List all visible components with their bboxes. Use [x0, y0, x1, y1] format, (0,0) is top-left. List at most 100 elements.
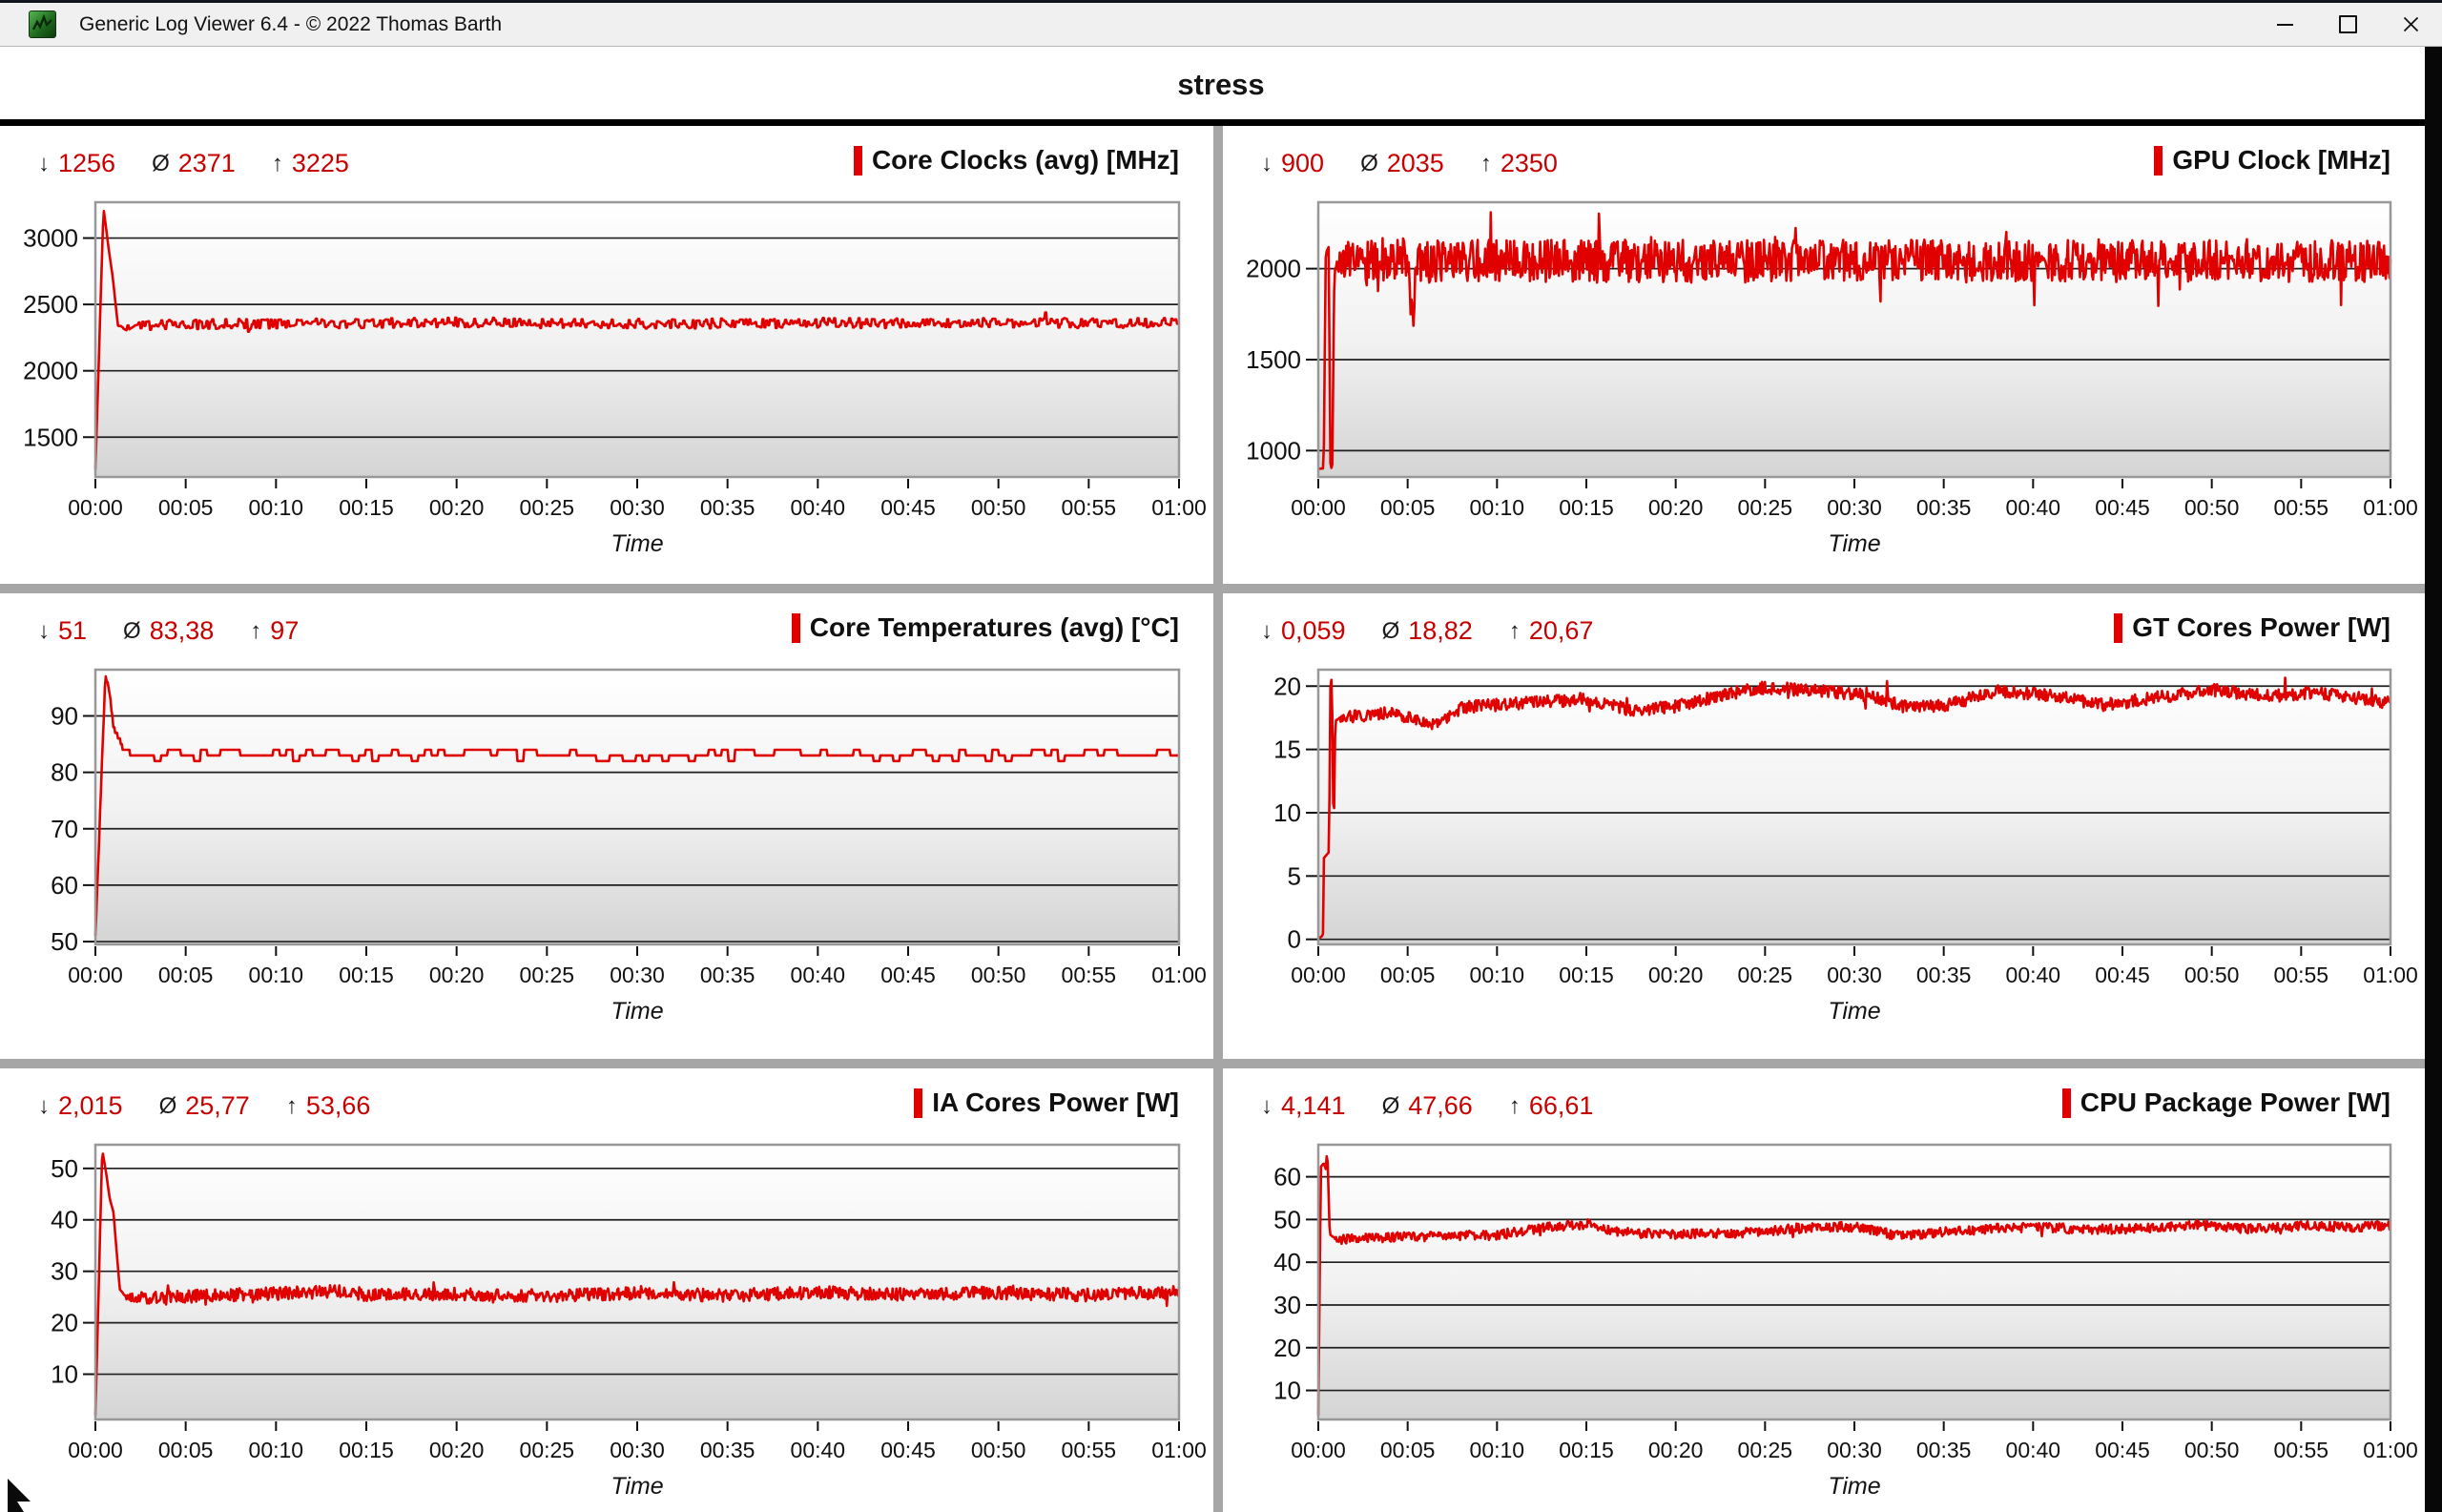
chart-title: CPU Package Power [W] [2080, 1087, 2390, 1117]
chart-title: GT Cores Power [W] [2132, 612, 2390, 642]
stat-max-value: 53,66 [305, 1091, 371, 1120]
legend-color-bar [2061, 1087, 2071, 1118]
svg-text:00:15: 00:15 [1559, 1438, 1614, 1462]
legend-color-bar [791, 612, 800, 643]
chart-canvas: 50 60 70 80 90 00:00 00:05 00:10 00:15 00:20 00:25… [51, 668, 1207, 1025]
svg-text:00:35: 00:35 [700, 963, 755, 987]
legend-color-bar [853, 145, 862, 176]
svg-text:00:05: 00:05 [158, 963, 214, 987]
svg-text:60: 60 [51, 871, 78, 900]
svg-text:20: 20 [1273, 672, 1301, 700]
chart-stats: ↓ 1256 Ø 2371 ↑ 3225 [38, 149, 385, 178]
svg-text:00:35: 00:35 [700, 1438, 755, 1462]
svg-text:20: 20 [1273, 1334, 1301, 1362]
svg-text:10: 10 [51, 1360, 78, 1389]
legend-color-bar [2154, 145, 2163, 176]
svg-text:00:15: 00:15 [1559, 963, 1614, 987]
min-arrow-icon: ↓ [1261, 150, 1273, 176]
chart-legend: Core Clocks (avg) [MHz] [853, 145, 1179, 176]
svg-text:3000: 3000 [23, 224, 78, 253]
panel-divider-horizontal-1 [0, 584, 2425, 593]
min-arrow-icon: ↓ [1261, 617, 1273, 644]
svg-text:00:35: 00:35 [1916, 963, 1972, 987]
svg-text:00:20: 00:20 [429, 963, 485, 987]
svg-text:90: 90 [51, 701, 78, 730]
svg-text:00:40: 00:40 [791, 495, 846, 520]
svg-text:00:20: 00:20 [429, 495, 485, 520]
chart-panel-core-clocks: ↓ 1256 Ø 2371 ↑ 3225 Core Clocks (avg) [… [0, 126, 1213, 584]
svg-text:50: 50 [51, 1154, 78, 1183]
chart-title: Core Temperatures (avg) [°C] [809, 612, 1179, 642]
svg-text:00:30: 00:30 [610, 1438, 665, 1462]
svg-text:1500: 1500 [23, 423, 78, 451]
svg-text:00:15: 00:15 [339, 1438, 394, 1462]
chart-legend: GT Cores Power [W] [2114, 612, 2390, 643]
svg-text:00:50: 00:50 [2184, 1438, 2240, 1462]
stat-avg-value: 83,38 [149, 616, 215, 645]
svg-text:15: 15 [1273, 735, 1301, 764]
max-arrow-icon: ↑ [271, 150, 283, 176]
svg-text:00:55: 00:55 [1062, 963, 1117, 987]
max-arrow-icon: ↑ [1508, 617, 1521, 644]
avg-icon: Ø [152, 150, 170, 176]
stat-min-value: 900 [1281, 149, 1325, 177]
maximize-icon [2338, 15, 2357, 33]
svg-text:Time: Time [610, 998, 663, 1025]
svg-text:00:05: 00:05 [158, 1438, 214, 1462]
close-button[interactable] [2379, 3, 2442, 46]
svg-text:5: 5 [1288, 861, 1301, 890]
svg-text:50: 50 [1273, 1205, 1301, 1233]
stat-avg-value: 18,82 [1408, 616, 1473, 645]
chart-legend: GPU Clock [MHz] [2154, 145, 2390, 176]
svg-text:1500: 1500 [1246, 345, 1301, 374]
svg-text:00:10: 00:10 [1470, 963, 1525, 987]
stat-min-value: 1256 [58, 149, 116, 177]
min-arrow-icon: ↓ [1261, 1092, 1273, 1119]
max-arrow-icon: ↑ [1480, 150, 1492, 176]
svg-text:01:00: 01:00 [2363, 963, 2418, 987]
svg-text:Time: Time [610, 530, 663, 557]
mouse-cursor [8, 1479, 31, 1512]
svg-text:00:50: 00:50 [2184, 495, 2240, 520]
maximize-button[interactable] [2316, 3, 2379, 46]
svg-text:00:00: 00:00 [1291, 963, 1346, 987]
stat-avg-value: 2371 [177, 149, 236, 177]
min-arrow-icon: ↓ [38, 150, 50, 176]
svg-text:40: 40 [51, 1206, 78, 1234]
page-header: stress [0, 50, 2442, 119]
svg-text:00:10: 00:10 [249, 495, 304, 520]
svg-text:00:05: 00:05 [1380, 963, 1436, 987]
svg-text:00:50: 00:50 [971, 1438, 1026, 1462]
chart-panel-ia-cores-power: ↓ 2,015 Ø 25,77 ↑ 53,66 IA Cores Power [… [0, 1068, 1213, 1512]
svg-text:00:40: 00:40 [2006, 963, 2061, 987]
svg-text:00:30: 00:30 [1827, 495, 1882, 520]
svg-text:00:45: 00:45 [880, 963, 936, 987]
chart-title: GPU Clock [MHz] [2172, 145, 2390, 175]
svg-text:60: 60 [1273, 1163, 1301, 1191]
legend-color-bar [2114, 612, 2123, 643]
chart-title: IA Cores Power [W] [932, 1087, 1179, 1117]
max-arrow-icon: ↑ [250, 617, 262, 644]
svg-text:00:55: 00:55 [2274, 495, 2329, 520]
svg-text:00:25: 00:25 [520, 1438, 575, 1462]
svg-text:01:00: 01:00 [1151, 495, 1207, 520]
title-bar[interactable]: Generic Log Viewer 6.4 - © 2022 Thomas B… [0, 0, 2442, 47]
chart-stats: ↓ 51 Ø 83,38 ↑ 97 [38, 616, 335, 646]
stat-max-value: 2350 [1500, 149, 1558, 177]
chart-panel-gpu-clock: ↓ 900 Ø 2035 ↑ 2350 GPU Clock [MHz] 1000… [1223, 126, 2425, 584]
page-title: stress [1177, 67, 1265, 101]
svg-text:00:30: 00:30 [610, 495, 665, 520]
app-logo-icon [29, 10, 56, 38]
svg-text:1000: 1000 [1246, 436, 1301, 465]
chart-stats: ↓ 4,141 Ø 47,66 ↑ 66,61 [1261, 1091, 1629, 1121]
svg-text:00:30: 00:30 [1827, 963, 1882, 987]
svg-text:00:05: 00:05 [1380, 495, 1436, 520]
svg-text:00:20: 00:20 [429, 1438, 485, 1462]
svg-text:01:00: 01:00 [1151, 963, 1207, 987]
avg-icon: Ø [1360, 150, 1378, 176]
minimize-button[interactable] [2253, 3, 2316, 46]
stat-max-value: 66,61 [1528, 1091, 1594, 1120]
svg-text:00:15: 00:15 [339, 963, 394, 987]
chart-panel-cpu-package-power: ↓ 4,141 Ø 47,66 ↑ 66,61 CPU Package Powe… [1223, 1068, 2425, 1512]
